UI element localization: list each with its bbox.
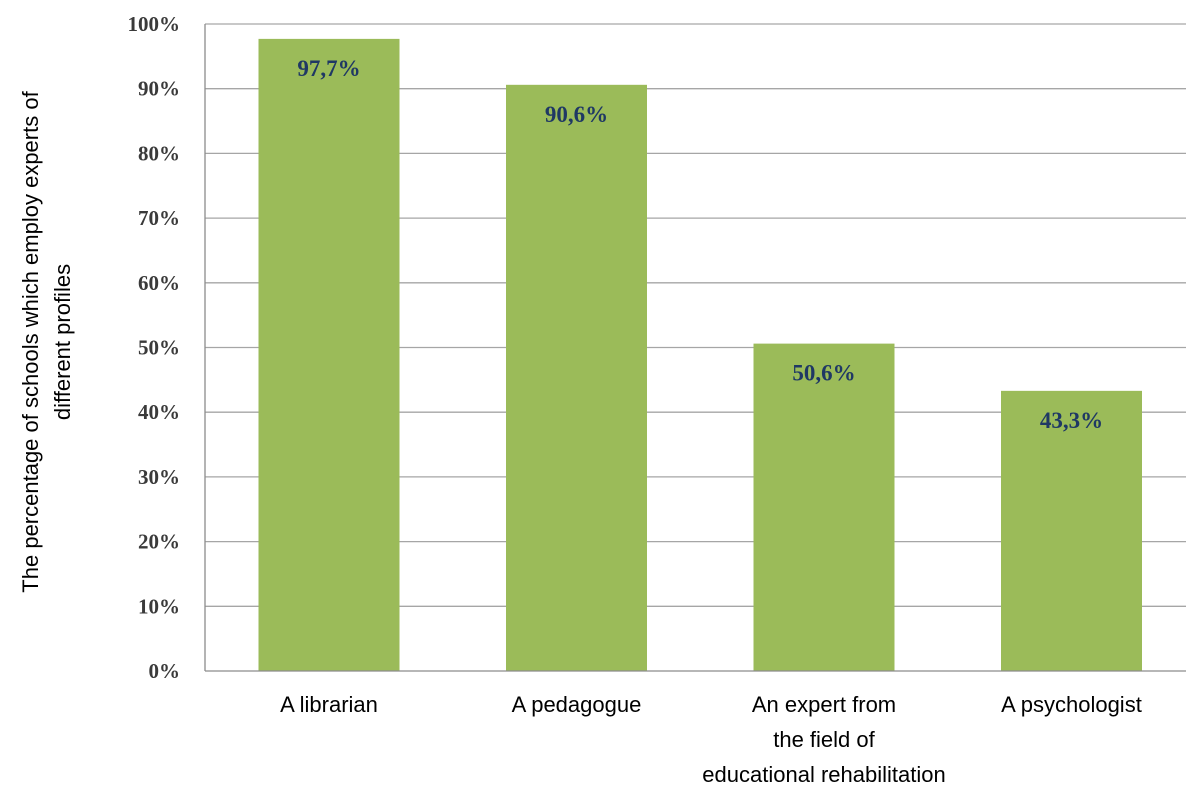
x-category-label: An expert from bbox=[752, 692, 896, 717]
x-category-label: the field of bbox=[773, 727, 875, 752]
y-axis-title-line: The percentage of schools which employ e… bbox=[18, 90, 43, 592]
y-tick-label: 40% bbox=[138, 400, 180, 424]
data-labels: 97,7% 90,6% 50,6% 43,3% bbox=[297, 56, 1103, 433]
y-tick-label: 80% bbox=[138, 141, 180, 165]
axes bbox=[204, 24, 1186, 672]
y-tick-label: 0% bbox=[149, 659, 181, 683]
y-tick-label: 30% bbox=[138, 465, 180, 489]
bar bbox=[258, 38, 400, 672]
bar bbox=[753, 343, 895, 671]
bar bbox=[506, 84, 647, 672]
data-label: 50,6% bbox=[792, 361, 855, 386]
bar bbox=[1001, 390, 1142, 671]
y-tick-label: 50% bbox=[138, 336, 180, 360]
y-tick-labels: 0% 10% 20% 30% 40% 50% 60% 70% 80% 90% 100% bbox=[128, 12, 181, 683]
x-category-label: A pedagogue bbox=[512, 692, 642, 717]
y-axis-title-line: different profiles bbox=[50, 264, 75, 420]
y-tick-label: 100% bbox=[128, 12, 181, 36]
data-label: 97,7% bbox=[297, 56, 360, 81]
data-label: 90,6% bbox=[545, 102, 608, 127]
y-axis-title: The percentage of schools which employ e… bbox=[18, 90, 75, 592]
bars bbox=[258, 38, 1142, 672]
y-tick-label: 10% bbox=[138, 594, 180, 618]
x-category-labels: A librarian A pedagogue An expert from the … bbox=[280, 692, 1142, 787]
x-category-label: educational rehabilitation bbox=[702, 762, 945, 787]
y-tick-label: 60% bbox=[138, 271, 180, 295]
y-tick-label: 90% bbox=[138, 77, 180, 101]
data-label: 43,3% bbox=[1040, 408, 1103, 433]
y-tick-label: 20% bbox=[138, 530, 180, 554]
y-tick-label: 70% bbox=[138, 206, 180, 230]
y-axis-title: The percentage of schools which employ e… bbox=[18, 90, 75, 592]
x-category-label: A psychologist bbox=[1001, 692, 1142, 717]
x-category-label: A librarian bbox=[280, 692, 378, 717]
